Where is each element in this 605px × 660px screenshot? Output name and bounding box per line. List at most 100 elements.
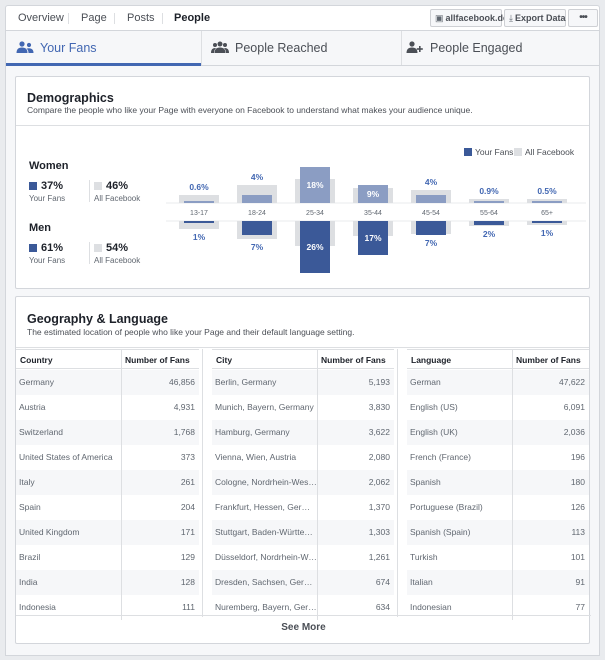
column-header-fans[interactable]: Number of Fans (516, 355, 581, 365)
data-label-women-65+: 0.5% (537, 186, 557, 196)
table-row: Italian 91 (407, 570, 589, 595)
row-name: Dresden, Sachsen, Germany (215, 577, 317, 587)
row-fan-count: 113 (571, 527, 585, 537)
data-label-men-45-54: 7% (425, 238, 438, 248)
women-all-pct: 46% (94, 180, 128, 192)
cell-divider (121, 545, 122, 570)
row-fan-count: 77 (575, 602, 585, 612)
table-row: Portuguese (Brazil) 126 (407, 495, 589, 520)
legend-all-facebook: All Facebook (514, 147, 574, 157)
row-fan-count: 373 (180, 452, 195, 462)
row-fan-count: 5,193 (368, 377, 390, 387)
bar-all-women-13-17 (179, 195, 219, 203)
table-row: United Kingdom 171 (16, 520, 199, 545)
people-icon (16, 41, 34, 53)
row-fan-count: 111 (182, 602, 195, 612)
demographics-subtitle: Compare the people who like your Page wi… (27, 105, 473, 115)
tick-label-13-17: 13-17 (190, 210, 208, 217)
more-options-button[interactable]: ••• (568, 9, 598, 27)
row-fan-count: 1,261 (368, 552, 390, 562)
header-divider (317, 350, 318, 370)
tab-people-reached[interactable]: People Reached (211, 31, 327, 65)
men-fans-caption: Your Fans (29, 256, 66, 265)
bar-all-men-13-17 (179, 221, 219, 229)
table-row: Switzerland 1,768 (16, 420, 199, 445)
bar-fans-women-25-34 (300, 167, 330, 203)
header-divider (121, 350, 122, 370)
cell-divider (317, 570, 318, 595)
bar-fans-men-55-64 (474, 221, 504, 225)
divider (89, 180, 90, 202)
cell-divider (317, 395, 318, 420)
column-header-name[interactable]: Country (20, 355, 53, 365)
table-row: Munich, Bayern, Germany 3,830 (212, 395, 394, 420)
row-fan-count: 3,622 (368, 427, 390, 437)
table-row: Frankfurt, Hessen, Germany 1,370 (212, 495, 394, 520)
divider (16, 347, 589, 348)
table-row: Germany 46,856 (16, 370, 199, 395)
cell-divider (512, 470, 513, 495)
bar-fans-women-18-24 (242, 195, 272, 203)
age-gender-chart: 0.6% 1% 13-17 4% 7% 18-24 18% 26% 25-34 9% 17% 35-4… (166, 167, 586, 273)
row-fan-count: 1,370 (368, 502, 390, 512)
row-name: Germany (19, 377, 54, 387)
data-label-men-55-64: 2% (483, 229, 496, 239)
women-fans-caption: Your Fans (29, 194, 66, 203)
table-row: Cologne, Nordrhein-Westfalen, Germany 2,0… (212, 470, 394, 495)
nav-tab-posts[interactable]: Posts (127, 12, 155, 24)
row-fan-count: 4,931 (173, 402, 195, 412)
geography-title: Geography & Language (27, 312, 168, 326)
column-header-name[interactable]: City (216, 355, 233, 365)
table-row: Indonesia 111 (16, 595, 199, 620)
fans-swatch (29, 244, 37, 252)
nav-tab-page[interactable]: Page (81, 12, 107, 24)
column-header-fans[interactable]: Number of Fans (321, 355, 386, 365)
bar-fans-women-13-17 (184, 201, 214, 203)
chart-axis-band (166, 203, 586, 221)
site-button[interactable]: ▣ allfacebook.de (430, 9, 508, 27)
data-label-men-25-34: 26% (306, 242, 323, 252)
column-header-name[interactable]: Language (411, 355, 452, 365)
cell-divider (512, 370, 513, 395)
row-fan-count: 1,303 (368, 527, 390, 537)
export-data-button[interactable]: ⤓ Export Data (504, 9, 566, 27)
row-fan-count: 128 (180, 577, 195, 587)
cell-divider (317, 545, 318, 570)
top-navigation: Overview Page Posts People ▣ allfacebook.… (5, 5, 600, 31)
demographics-card: Demographics Compare the people who like… (15, 76, 590, 289)
person-add-icon (406, 41, 423, 53)
row-fan-count: 47,622 (559, 377, 585, 387)
row-name: Portuguese (Brazil) (410, 502, 483, 512)
data-label-women-25-34: 18% (306, 180, 323, 190)
bar-fans-men-18-24 (242, 221, 272, 235)
row-fan-count: 1,768 (173, 427, 195, 437)
see-more-button[interactable]: See More (16, 615, 591, 639)
bar-fans-men-65+ (532, 221, 562, 223)
row-name: Brazil (19, 552, 41, 562)
tab-people-engaged[interactable]: People Engaged (406, 31, 522, 65)
row-fan-count: 674 (375, 577, 390, 587)
metric-tabs: Your Fans People Reached People Engaged (5, 31, 600, 66)
cell-divider (317, 445, 318, 470)
site-button-label: allfacebook.de (445, 13, 509, 23)
table-row: India 128 (16, 570, 199, 595)
row-fan-count: 126 (570, 502, 585, 512)
row-name: Cologne, Nordrhein-Westfalen, Germany (215, 477, 317, 487)
bar-fans-women-35-44 (358, 185, 388, 203)
row-fan-count: 91 (575, 577, 585, 587)
table-row: English (US) 6,091 (407, 395, 589, 420)
tab-divider (401, 31, 402, 65)
tab-your-fans[interactable]: Your Fans (16, 31, 97, 65)
nav-tab-people[interactable]: People (174, 12, 211, 24)
data-label-men-65+: 1% (541, 228, 554, 238)
tick-label-55-64: 55-64 (480, 210, 498, 217)
row-fan-count: 2,080 (368, 452, 390, 462)
bar-fans-men-13-17 (184, 221, 214, 223)
table-row: Düsseldorf, Nordrhein-Westfalen, Germany… (212, 545, 394, 570)
row-fan-count: 101 (570, 552, 585, 562)
header-divider (512, 350, 513, 370)
nav-tab-overview[interactable]: Overview (18, 12, 64, 24)
column-header-fans[interactable]: Number of Fans (125, 355, 190, 365)
row-name: French (France) (410, 452, 471, 462)
row-fan-count: 129 (180, 552, 195, 562)
